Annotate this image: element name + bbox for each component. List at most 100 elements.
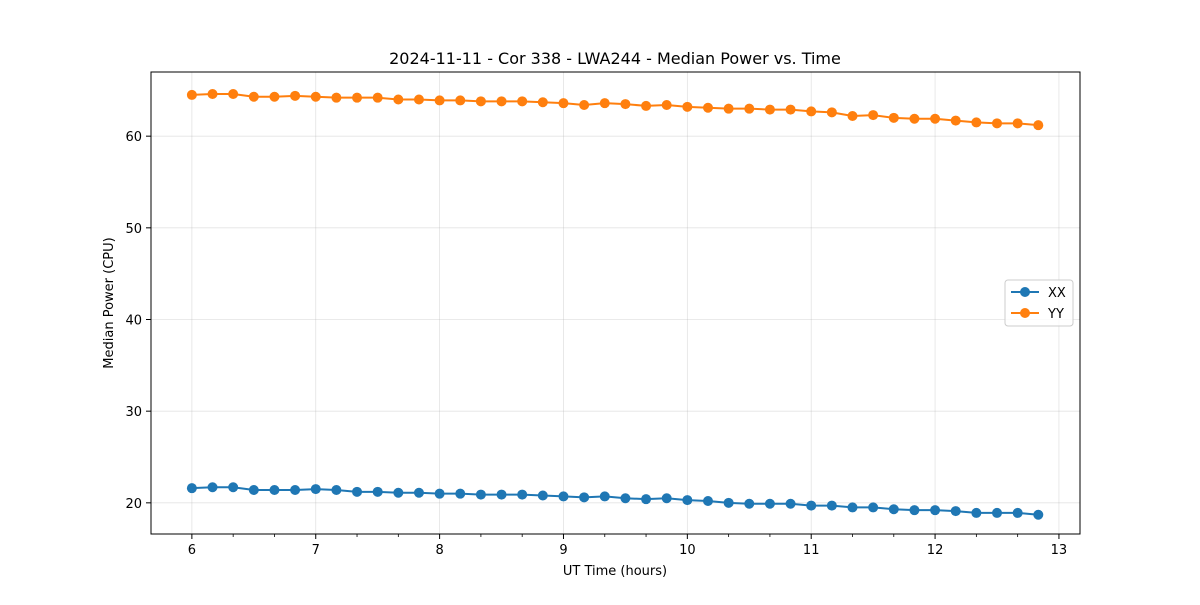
- data-point-yy: [599, 98, 610, 109]
- data-point-yy: [310, 91, 321, 102]
- data-point-yy: [517, 96, 528, 107]
- y-tick-label: 60: [125, 130, 142, 145]
- data-point-xx: [269, 485, 280, 495]
- series-yy: [186, 89, 1044, 131]
- data-point-xx: [992, 507, 1003, 518]
- data-point-xx: [888, 504, 899, 515]
- data-point-yy: [352, 92, 363, 103]
- data-point-xx: [475, 489, 486, 500]
- data-point-yy: [207, 89, 218, 99]
- data-point-xx: [413, 487, 424, 498]
- data-point-yy: [269, 91, 280, 102]
- y-axis-label: Median Power (CPU): [102, 237, 117, 368]
- data-point-yy: [992, 118, 1003, 129]
- data-point-xx: [909, 505, 920, 516]
- y-tick-label: 30: [125, 405, 142, 420]
- data-point-yy: [455, 95, 466, 106]
- data-point-yy: [868, 110, 879, 121]
- data-point-yy: [826, 107, 837, 118]
- data-point-xx: [641, 494, 652, 505]
- data-point-xx: [744, 498, 755, 509]
- x-tick-label: 9: [559, 543, 567, 558]
- data-point-xx: [558, 491, 569, 502]
- data-point-xx: [971, 507, 982, 518]
- data-point-xx: [393, 487, 404, 498]
- data-point-yy: [702, 102, 713, 113]
- data-point-xx: [434, 488, 445, 499]
- data-point-xx: [599, 491, 610, 502]
- data-point-xx: [537, 490, 548, 501]
- data-point-xx: [1033, 509, 1044, 520]
- x-tick-label: 11: [803, 543, 820, 558]
- data-point-xx: [496, 489, 507, 500]
- data-point-yy: [909, 113, 920, 124]
- data-point-xx: [248, 485, 259, 495]
- data-point-yy: [971, 117, 982, 128]
- legend: XX YY: [1004, 279, 1074, 327]
- data-point-yy: [930, 113, 941, 124]
- data-point-yy: [248, 91, 259, 102]
- data-point-yy: [537, 97, 548, 108]
- legend-marker-xx: [1020, 287, 1030, 297]
- series-xx: [186, 482, 1044, 520]
- data-point-yy: [744, 103, 755, 114]
- data-point-xx: [826, 500, 837, 511]
- data-point-xx: [785, 498, 796, 509]
- data-point-xx: [806, 500, 817, 511]
- data-point-yy: [1033, 120, 1044, 131]
- y-tick-label: 40: [125, 314, 142, 329]
- data-point-xx: [702, 496, 713, 506]
- data-point-yy: [331, 92, 342, 103]
- data-point-xx: [186, 483, 197, 494]
- data-point-xx: [661, 493, 672, 504]
- data-point-yy: [228, 89, 239, 99]
- data-point-xx: [517, 489, 528, 500]
- data-point-xx: [950, 506, 961, 517]
- legend-label-yy: YY: [1047, 307, 1064, 322]
- data-point-yy: [723, 103, 734, 114]
- data-point-xx: [290, 485, 301, 495]
- plot-frame: [150, 71, 1081, 535]
- data-point-yy: [1012, 118, 1023, 129]
- x-tick-label: 7: [312, 543, 320, 558]
- x-tick-label: 6: [188, 543, 196, 558]
- x-axis-label: UT Time (hours): [563, 564, 667, 579]
- data-point-xx: [764, 498, 775, 509]
- data-point-xx: [455, 488, 466, 499]
- data-point-yy: [785, 104, 796, 115]
- data-point-yy: [475, 96, 486, 107]
- data-point-xx: [207, 482, 218, 493]
- data-point-yy: [806, 106, 817, 117]
- data-point-yy: [620, 99, 631, 110]
- x-tick-label: 12: [927, 543, 944, 558]
- chart-title: 2024-11-11 - Cor 338 - LWA244 - Median P…: [389, 49, 841, 68]
- data-point-yy: [682, 101, 693, 112]
- data-point-xx: [310, 484, 321, 495]
- data-point-xx: [579, 492, 590, 503]
- data-point-yy: [393, 94, 404, 105]
- legend-label-xx: XX: [1048, 286, 1066, 301]
- data-point-xx: [372, 486, 383, 497]
- data-point-xx: [930, 505, 941, 516]
- legend-marker-yy: [1020, 308, 1030, 318]
- data-point-yy: [186, 89, 197, 100]
- data-point-yy: [950, 115, 961, 126]
- y-tick-label: 20: [125, 497, 142, 512]
- data-point-yy: [888, 112, 899, 123]
- data-point-xx: [1012, 507, 1023, 518]
- data-point-yy: [641, 100, 652, 111]
- data-point-yy: [764, 104, 775, 115]
- data-point-xx: [331, 485, 342, 495]
- x-tick-label: 10: [679, 543, 696, 558]
- grid-lines: [151, 72, 1080, 534]
- axis-ticks: 6 7 8 9 10 11 12 13 20 30 40 50 60: [125, 130, 1067, 558]
- data-point-yy: [434, 95, 445, 106]
- series-layer: [186, 89, 1044, 520]
- y-tick-label: 50: [125, 222, 142, 237]
- data-point-xx: [228, 482, 239, 493]
- data-point-xx: [352, 486, 363, 497]
- data-point-yy: [290, 90, 301, 101]
- data-point-yy: [661, 100, 672, 110]
